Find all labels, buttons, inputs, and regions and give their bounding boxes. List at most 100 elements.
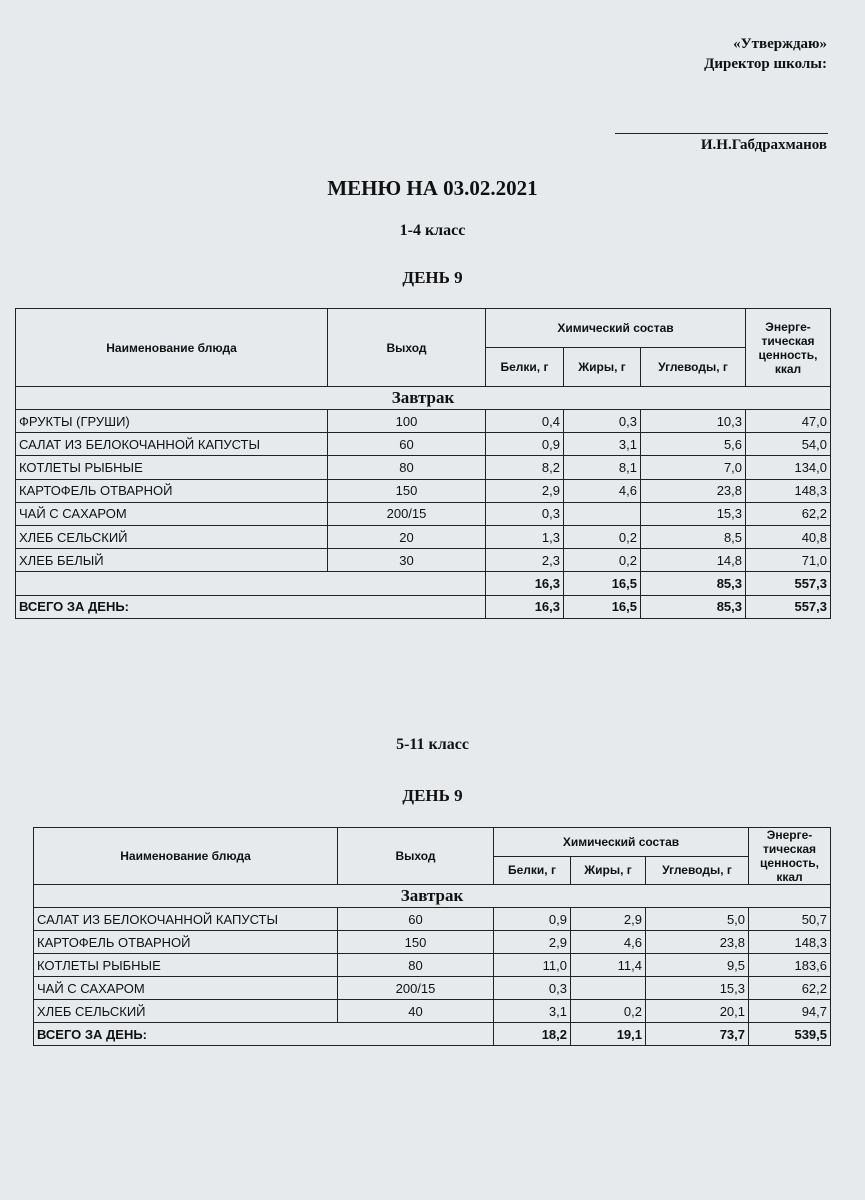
dish-value: 54,0 — [745, 432, 832, 457]
dish-row: ЧАЙ С САХАРОМ 200/15 0,3 15,3 62,2 — [15, 501, 832, 526]
header-cell: Выход — [327, 308, 486, 387]
dish-row: САЛАТ ИЗ БЕЛОКОЧАННОЙ КАПУСТЫ 60 0,9 3,1 5,6… — [15, 432, 832, 457]
dish-value: 100 — [327, 408, 486, 434]
header-cell: Белки, г — [485, 347, 564, 387]
menu-table: Наименование блюда Выход Химический состав… — [14, 308, 832, 619]
dish-name: ХЛЕБ БЕЛЫЙ — [15, 548, 328, 573]
dish-value: 23,8 — [644, 930, 750, 954]
header-cell: Углеводы, г — [644, 855, 750, 885]
dish-row: ЧАЙ С САХАРОМ 200/15 0,3 15,3 62,2 — [33, 976, 832, 1000]
meal-row: Завтрак — [14, 386, 832, 410]
dish-value: 71,0 — [745, 548, 832, 573]
header-row: Белки, г Жиры, г Углеводы, г — [34, 855, 831, 885]
dish-value: 62,2 — [745, 501, 832, 526]
dish-name: КОТЛЕТЫ РЫБНЫЕ — [33, 953, 338, 977]
header-row: Наименование блюда Выход Химический состав… — [33, 827, 832, 885]
dish-value: 40,8 — [745, 524, 832, 550]
header-cell: Углеводы, г — [639, 347, 747, 387]
dish-value — [563, 501, 641, 526]
header-cell: Выход — [337, 827, 494, 885]
dish-name: ЧАЙ С САХАРОМ — [15, 501, 328, 526]
dish-value: 3,1 — [493, 999, 571, 1023]
dish-value: 7,0 — [639, 455, 747, 480]
dish-value: 0,2 — [570, 999, 646, 1023]
total-value: 16,3 — [485, 594, 564, 619]
grade: 5-11 класс — [396, 736, 469, 753]
dish-value: 30 — [327, 548, 486, 573]
dish-name: ХЛЕБ СЕЛЬСКИЙ — [15, 524, 328, 550]
dish-value — [570, 976, 646, 1000]
dish-value: 0,3 — [563, 408, 641, 434]
dish-value: 0,2 — [563, 548, 641, 573]
total-value: 18,2 — [493, 1022, 571, 1046]
dish-name: ЧАЙ С САХАРОМ — [33, 976, 338, 1000]
grade: 1-4 класс — [399, 222, 466, 239]
dish-value: 15,3 — [639, 501, 747, 526]
total-value: 85,3 — [639, 594, 747, 619]
header-cell: Жиры, г — [563, 347, 641, 387]
dish-value: 2,9 — [570, 907, 646, 931]
dish-value: 23,8 — [639, 478, 747, 503]
approval-line: «Утверждаю» — [733, 36, 827, 52]
subtotal-value: 16,5 — [563, 571, 641, 596]
day-label: ДЕНЬ 9 — [402, 786, 463, 805]
total-value: 557,3 — [745, 594, 832, 619]
dish-name: КАРТОФЕЛЬ ОТВАРНОЙ — [33, 930, 338, 954]
title: МЕНЮ НА 03.02.2021 — [327, 176, 538, 200]
dish-row: КОТЛЕТЫ РЫБНЫЕ 80 11,0 11,4 9,5 183,6 — [33, 953, 832, 977]
dish-name: САЛАТ ИЗ БЕЛОКОЧАННОЙ КАПУСТЫ — [15, 432, 328, 457]
dish-row: ХЛЕБ СЕЛЬСКИЙ 20 1,3 0,2 8,5 40,8 — [15, 524, 832, 550]
dish-value: 0,4 — [485, 408, 564, 434]
director-name: И.Н.Габдрахманов — [700, 137, 827, 153]
dish-value: 62,2 — [748, 976, 832, 1000]
dish-name: ФРУКТЫ (ГРУШИ) — [15, 408, 328, 434]
header-cell: Химический состав — [484, 308, 747, 348]
dish-value: 20 — [327, 524, 486, 550]
dish-value: 5,0 — [644, 907, 750, 931]
total-value: 19,1 — [570, 1022, 646, 1046]
dish-value: 150 — [337, 930, 494, 954]
dish-value: 150 — [327, 478, 486, 503]
header-cell: Энерге-тическая ценность, ккал — [748, 827, 832, 885]
dish-row: КАРТОФЕЛЬ ОТВАРНОЙ 150 2,9 4,6 23,8 148,3 — [15, 478, 832, 503]
dish-value: 3,1 — [563, 432, 641, 457]
header-row: Белки, г Жиры, г Углеводы, г — [16, 347, 831, 387]
dish-value: 80 — [327, 455, 486, 480]
menu-table: Наименование блюда Выход Химический состав… — [32, 827, 832, 1046]
dish-value: 20,1 — [644, 999, 750, 1023]
dish-value: 8,5 — [639, 524, 747, 550]
dish-value: 50,7 — [748, 907, 832, 931]
dish-value: 47,0 — [745, 408, 832, 434]
dish-row: САЛАТ ИЗ БЕЛОКОЧАННОЙ КАПУСТЫ 60 0,9 2,9 5,0… — [33, 907, 832, 931]
dish-value: 40 — [337, 999, 494, 1023]
meal-cell: Завтрак — [32, 884, 832, 908]
blank-cell — [15, 571, 486, 596]
dish-value: 200/15 — [337, 976, 494, 1000]
dish-value: 94,7 — [748, 999, 832, 1023]
header-cell: Наименование блюда — [15, 308, 328, 387]
header-row: Наименование блюда Выход Химический состав… — [15, 308, 832, 387]
total-value: 73,7 — [644, 1022, 750, 1046]
total-value: 16,5 — [563, 594, 641, 619]
dish-value: 1,3 — [485, 524, 564, 550]
dish-value: 0,9 — [493, 907, 571, 931]
total-value: 539,5 — [748, 1022, 832, 1046]
dish-value: 148,3 — [748, 930, 832, 954]
dish-value: 4,6 — [563, 478, 641, 503]
dish-row: ХЛЕБ СЕЛЬСКИЙ 40 3,1 0,2 20,1 94,7 — [33, 999, 832, 1023]
dish-value: 8,1 — [563, 455, 641, 480]
dish-value: 0,9 — [485, 432, 564, 457]
dish-value: 11,0 — [493, 953, 571, 977]
subtotal-row: 16,3 16,5 85,3 557,3 — [15, 571, 832, 596]
meal-row: Завтрак — [32, 884, 832, 908]
dish-row: КОТЛЕТЫ РЫБНЫЕ 80 8,2 8,1 7,0 134,0 — [15, 455, 832, 480]
dish-name: ХЛЕБ СЕЛЬСКИЙ — [33, 999, 338, 1023]
approval-line: Директор школы: — [704, 56, 827, 72]
dish-value: 5,6 — [639, 432, 747, 457]
dish-name: КАРТОФЕЛЬ ОТВАРНОЙ — [15, 478, 328, 503]
dish-row: ХЛЕБ БЕЛЫЙ 30 2,3 0,2 14,8 71,0 — [15, 548, 832, 573]
dish-name: САЛАТ ИЗ БЕЛОКОЧАННОЙ КАПУСТЫ — [33, 907, 338, 931]
dish-row: ФРУКТЫ (ГРУШИ) 100 0,4 0,3 10,3 47,0 — [15, 408, 832, 434]
dish-value: 9,5 — [644, 953, 750, 977]
